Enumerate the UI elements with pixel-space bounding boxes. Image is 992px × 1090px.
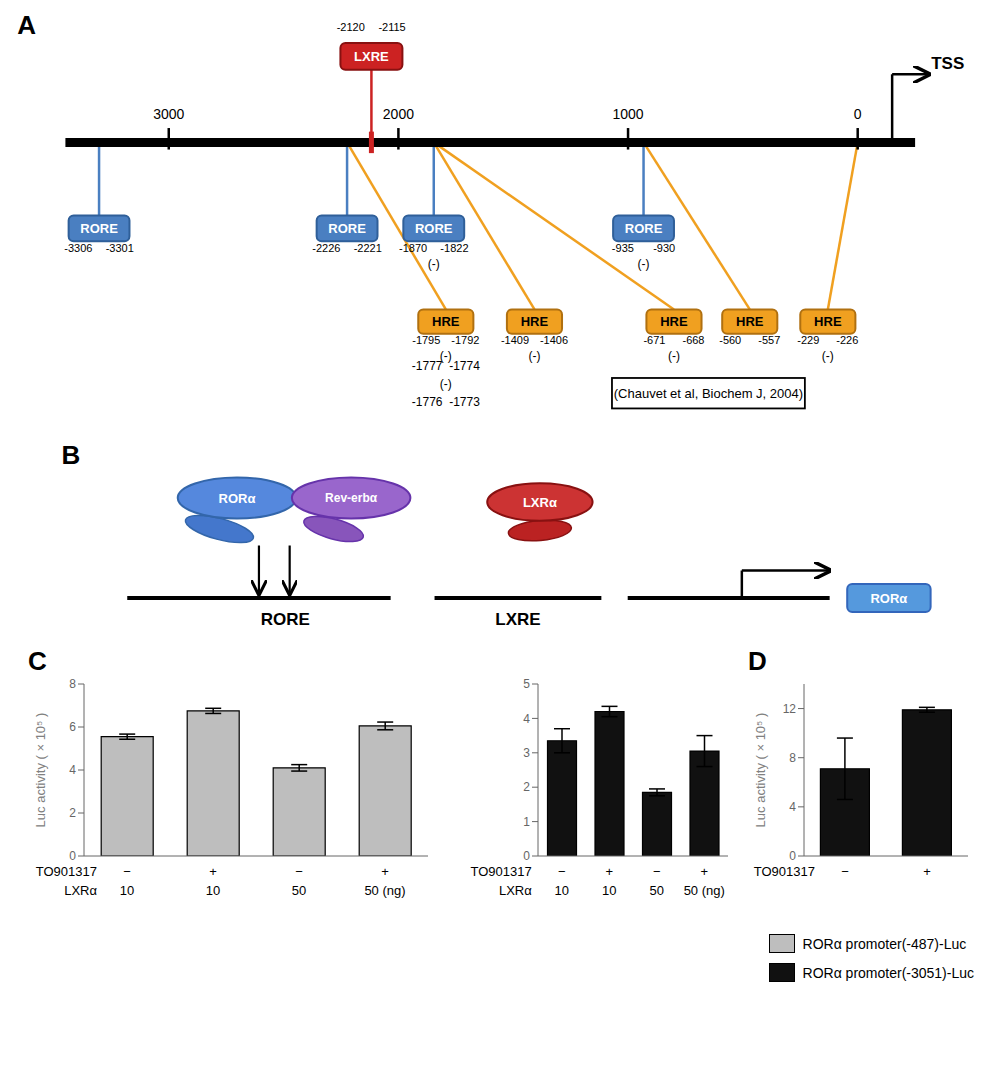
svg-text:-1822: -1822 [440,242,468,254]
svg-text:2: 2 [69,806,76,820]
svg-text:-2120: -2120 [337,21,365,33]
svg-text:RORE: RORE [328,221,366,236]
html-text:C: C [28,646,47,676]
svg-text:Luc activity ( × 10⁵ ): Luc activity ( × 10⁵ ) [33,713,48,828]
svg-text:1000: 1000 [612,106,643,122]
svg-text:HRE: HRE [814,314,842,329]
svg-text:3000: 3000 [153,106,184,122]
svg-text:Rev-erbα: Rev-erbα [325,491,378,505]
svg-text:(-): (-) [528,349,540,363]
svg-text:−: − [295,864,303,879]
svg-text:LXRE: LXRE [354,49,389,64]
svg-text:-935: -935 [612,242,634,254]
svg-text:RORE: RORE [415,221,453,236]
svg-text:1: 1 [523,815,530,829]
svg-text:2000: 2000 [383,106,414,122]
svg-text:-229: -229 [797,334,819,346]
svg-text:RORα: RORα [870,591,907,606]
svg-text:3: 3 [523,746,530,760]
svg-text:10: 10 [120,883,134,898]
svg-text:LXRE: LXRE [495,610,540,629]
svg-text:8: 8 [69,677,76,691]
svg-text:2: 2 [523,780,530,794]
svg-text:RORE: RORE [80,221,118,236]
svg-text:-668: -668 [682,334,704,346]
svg-text:5: 5 [523,677,530,691]
svg-text:−: − [123,864,131,879]
svg-text:4: 4 [69,763,76,777]
svg-text:-1409: -1409 [501,334,529,346]
svg-text:-226: -226 [836,334,858,346]
svg-text:-2226: -2226 [312,242,340,254]
svg-text:-2221: -2221 [354,242,382,254]
svg-text:HRE: HRE [521,314,549,329]
svg-text:50: 50 [292,883,306,898]
svg-text:TO901317: TO901317 [754,864,815,879]
svg-text:0: 0 [523,849,530,863]
svg-text:-671: -671 [643,334,665,346]
svg-text:HRE: HRE [660,314,688,329]
svg-text:0: 0 [789,849,796,863]
svg-text:10: 10 [602,883,616,898]
svg-text:-557: -557 [758,334,780,346]
svg-text:RORE: RORE [625,221,663,236]
svg-text:RORE: RORE [261,610,310,629]
svg-text:LXRα: LXRα [523,495,557,510]
svg-text:+: + [209,864,217,879]
svg-text:RORα: RORα [219,491,256,506]
svg-text:HRE: HRE [736,314,764,329]
svg-text:LXRα: LXRα [499,883,532,898]
svg-text:10: 10 [555,883,569,898]
svg-text:4: 4 [523,712,530,726]
svg-text:+: + [605,864,613,879]
svg-text:12: 12 [783,702,797,716]
svg-text:(-): (-) [638,257,650,271]
svg-text:LXRα: LXRα [64,883,97,898]
svg-text:−: − [558,864,566,879]
svg-text:(-): (-) [668,349,680,363]
svg-text:(-): (-) [822,349,834,363]
svg-text:-560: -560 [719,334,741,346]
svg-text:TO901317: TO901317 [471,864,532,879]
svg-text:TO901317: TO901317 [36,864,97,879]
svg-text:+: + [923,864,931,879]
svg-text:+: + [700,864,708,879]
html-text:RORα promoter(-3051)-Luc: RORα promoter(-3051)-Luc [802,964,974,981]
svg-text:-3301: -3301 [106,242,134,254]
svg-text:A: A [17,10,36,40]
svg-text:6: 6 [69,720,76,734]
svg-text:-1870: -1870 [399,242,427,254]
svg-text:Luc activity ( × 10⁵ ): Luc activity ( × 10⁵ ) [753,713,768,828]
svg-text:50: 50 [650,883,664,898]
svg-text:TSS: TSS [931,54,964,73]
svg-text:-1406: -1406 [540,334,568,346]
svg-text:0: 0 [854,106,862,122]
svg-text:B: B [61,440,80,470]
svg-text:(-): (-) [440,377,452,391]
svg-text:-930: -930 [653,242,675,254]
svg-text:-2115: -2115 [378,21,405,33]
svg-text:0: 0 [69,849,76,863]
svg-text:HRE: HRE [432,314,460,329]
svg-text:−: − [653,864,661,879]
svg-text:-3306: -3306 [64,242,92,254]
svg-text:-1776 -1773: -1776 -1773 [412,395,480,409]
svg-text:(Chauvet et al, Biochem J, 200: (Chauvet et al, Biochem J, 2004) [614,386,803,401]
svg-text:50 (ng): 50 (ng) [684,883,725,898]
svg-text:50 (ng): 50 (ng) [364,883,405,898]
svg-text:-1777 -1774: -1777 -1774 [412,359,480,373]
svg-text:8: 8 [789,751,796,765]
svg-text:-1792: -1792 [451,334,479,346]
svg-text:(-): (-) [428,257,440,271]
svg-text:4: 4 [789,800,796,814]
svg-text:−: − [841,864,849,879]
svg-text:10: 10 [206,883,220,898]
html-text:D: D [748,646,767,676]
svg-text:+: + [381,864,389,879]
html-text:RORα promoter(-487)-Luc: RORα promoter(-487)-Luc [802,935,967,952]
svg-text:-1795: -1795 [412,334,440,346]
